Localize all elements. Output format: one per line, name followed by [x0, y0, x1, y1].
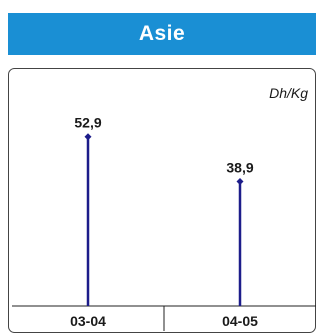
value-label: 52,9 [74, 115, 101, 131]
plot-frame [8, 68, 316, 333]
value-label: 38,9 [226, 160, 253, 176]
unit-label: Dh/Kg [269, 85, 308, 101]
chart-title: Asie [8, 13, 316, 55]
bar-marker [84, 133, 92, 141]
category-label: 04-05 [222, 313, 258, 329]
category-label: 03-04 [70, 313, 106, 329]
bar-marker [236, 178, 244, 186]
